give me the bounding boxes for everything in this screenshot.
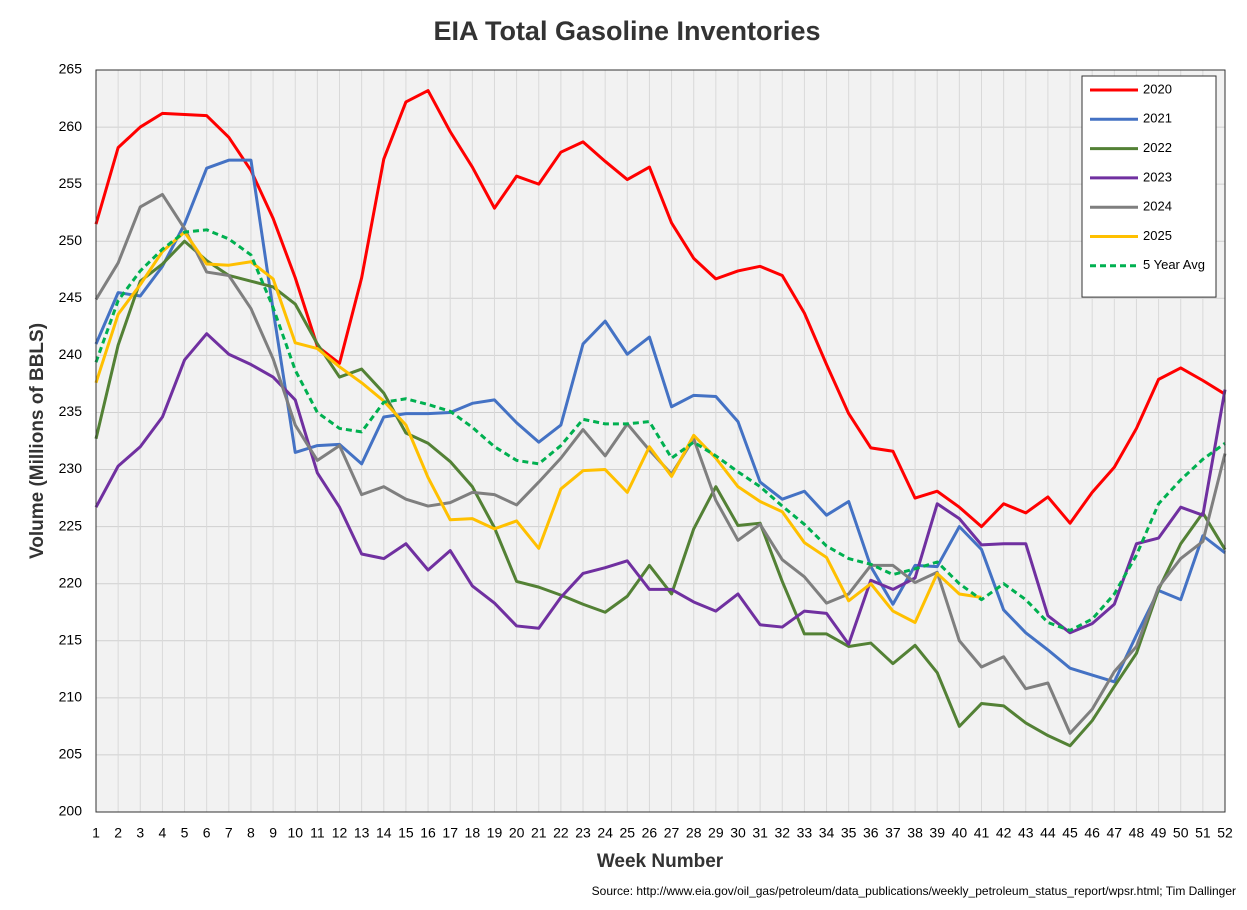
y-tick-label: 260 bbox=[59, 118, 83, 134]
y-tick-label: 245 bbox=[59, 289, 83, 305]
grid bbox=[95, 69, 1226, 813]
x-tick-label: 8 bbox=[247, 825, 255, 841]
legend-label: 2024 bbox=[1143, 199, 1172, 214]
x-tick-label: 16 bbox=[420, 825, 436, 841]
series-line bbox=[94, 239, 1227, 748]
x-tick-label: 52 bbox=[1217, 825, 1233, 841]
y-tick-label: 255 bbox=[59, 175, 83, 191]
legend-label: 2023 bbox=[1143, 169, 1172, 184]
x-tick-label: 19 bbox=[487, 825, 503, 841]
y-tick-label: 220 bbox=[59, 574, 83, 590]
lines bbox=[94, 89, 1227, 748]
x-tick-label: 36 bbox=[863, 825, 879, 841]
x-tick-label: 2 bbox=[114, 825, 122, 841]
x-tick-label: 27 bbox=[664, 825, 680, 841]
x-tick-label: 32 bbox=[774, 825, 790, 841]
legend-label: 2025 bbox=[1143, 228, 1172, 243]
series-line bbox=[94, 228, 1226, 632]
y-tick-label: 200 bbox=[59, 803, 83, 819]
x-tick-label: 39 bbox=[929, 825, 945, 841]
x-tick-label: 38 bbox=[907, 825, 923, 841]
x-tick-label: 35 bbox=[841, 825, 857, 841]
x-tick-label: 31 bbox=[752, 825, 768, 841]
y-tick-label: 215 bbox=[59, 631, 83, 647]
y-tick-label: 225 bbox=[59, 517, 83, 533]
x-tick-label: 37 bbox=[885, 825, 901, 841]
x-tick-label: 44 bbox=[1040, 825, 1056, 841]
x-tick-label: 25 bbox=[620, 825, 636, 841]
x-tick-label: 46 bbox=[1084, 825, 1100, 841]
x-tick-label: 48 bbox=[1129, 825, 1145, 841]
series-line bbox=[94, 230, 982, 624]
x-tick-label: 14 bbox=[376, 825, 392, 841]
x-tick-label: 6 bbox=[203, 825, 211, 841]
x-tick-label: 21 bbox=[531, 825, 547, 841]
x-tick-label: 18 bbox=[465, 825, 481, 841]
x-tick-label: 5 bbox=[181, 825, 189, 841]
y-tick-label: 210 bbox=[59, 689, 83, 705]
legend-label: 2021 bbox=[1143, 111, 1172, 126]
x-tick-label: 17 bbox=[442, 825, 458, 841]
legend-box bbox=[1081, 75, 1217, 298]
legend-label: 2020 bbox=[1143, 81, 1172, 96]
x-tick-label: 49 bbox=[1151, 825, 1167, 841]
x-axis-label: Week Number bbox=[597, 851, 724, 872]
x-tick-label: 15 bbox=[398, 825, 414, 841]
x-tick-label: 9 bbox=[269, 825, 277, 841]
x-tick-label: 51 bbox=[1195, 825, 1211, 841]
legend-label: 5 Year Avg bbox=[1143, 257, 1205, 272]
x-tick-label: 13 bbox=[354, 825, 370, 841]
x-tick-label: 47 bbox=[1107, 825, 1123, 841]
x-tick-label: 12 bbox=[332, 825, 348, 841]
y-tick-label: 240 bbox=[59, 346, 83, 362]
y-axis-label: Volume (Millions of BBLS) bbox=[27, 323, 48, 559]
x-tick-label: 22 bbox=[553, 825, 569, 841]
x-tick-label: 40 bbox=[952, 825, 968, 841]
x-tick-label: 20 bbox=[509, 825, 525, 841]
x-tick-label: 28 bbox=[686, 825, 702, 841]
x-tick-label: 34 bbox=[819, 825, 835, 841]
plot-border bbox=[95, 69, 1226, 813]
x-tick-label: 42 bbox=[996, 825, 1012, 841]
y-tick-label: 250 bbox=[59, 232, 83, 248]
x-tick-label: 10 bbox=[287, 825, 303, 841]
y-tick-label: 235 bbox=[59, 403, 83, 419]
series-line bbox=[94, 158, 1226, 684]
x-tick-label: 7 bbox=[225, 825, 233, 841]
x-tick-label: 3 bbox=[136, 825, 144, 841]
source-note: Source: http://www.eia.gov/oil_gas/petro… bbox=[592, 884, 1236, 898]
x-tick-label: 11 bbox=[310, 825, 325, 841]
y-tick-label: 265 bbox=[59, 61, 83, 77]
x-tick-label: 33 bbox=[797, 825, 813, 841]
x-tick-label: 45 bbox=[1062, 825, 1078, 841]
x-tick-label: 23 bbox=[575, 825, 591, 841]
x-tick-label: 30 bbox=[730, 825, 746, 841]
y-tick-label: 205 bbox=[59, 746, 83, 762]
legend: 2020 2021 2022 2023 2024 2025 5 Year Avg bbox=[1081, 75, 1217, 298]
x-tick-label: 1 bbox=[92, 825, 100, 841]
x-tick-label: 50 bbox=[1173, 825, 1189, 841]
x-tick-label: 4 bbox=[159, 825, 167, 841]
x-tick-label: 26 bbox=[642, 825, 658, 841]
y-tick-label: 230 bbox=[59, 460, 83, 476]
x-tick-label: 43 bbox=[1018, 825, 1034, 841]
legend-label: 2022 bbox=[1143, 140, 1172, 155]
series-line bbox=[94, 89, 1226, 529]
x-tick-label: 24 bbox=[597, 825, 613, 841]
x-tick-label: 29 bbox=[708, 825, 724, 841]
x-tick-label: 41 bbox=[974, 825, 990, 841]
chart-title: EIA Total Gasoline Inventories bbox=[433, 16, 820, 46]
